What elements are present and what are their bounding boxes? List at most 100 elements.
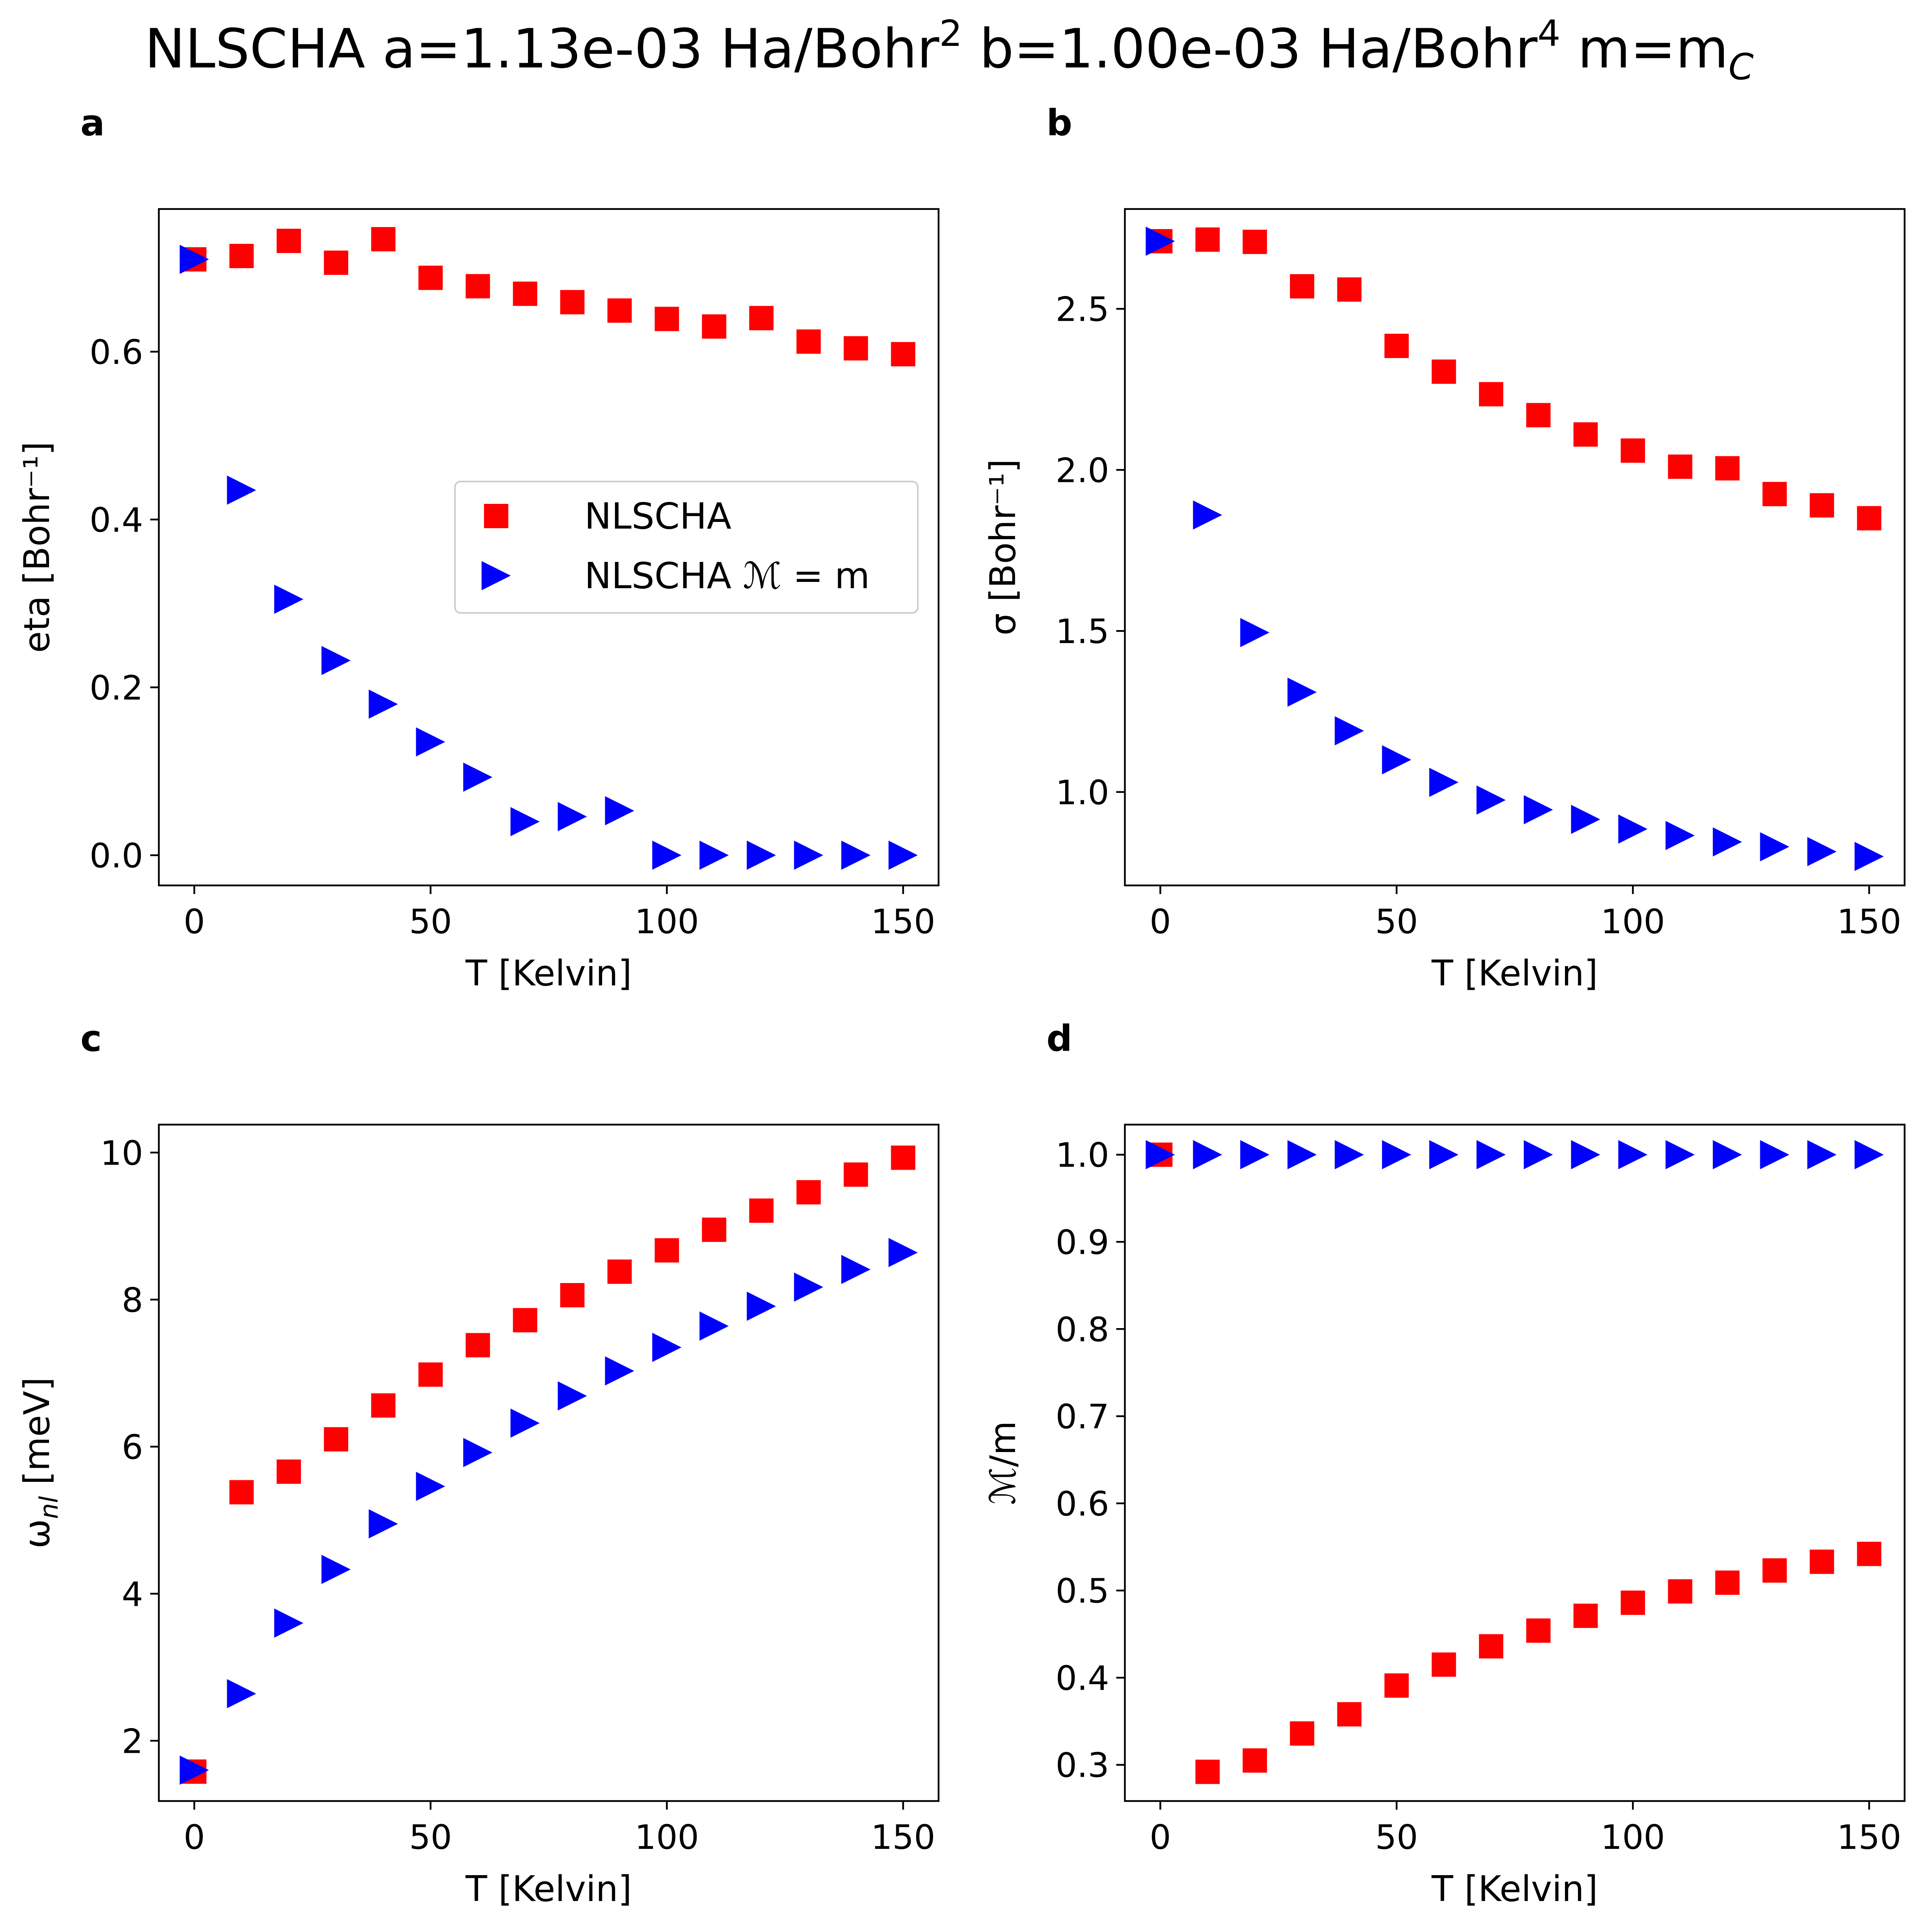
x-tick-label: 0 bbox=[1150, 1818, 1171, 1857]
data-point-square bbox=[1573, 422, 1598, 447]
data-point-triangle bbox=[180, 1756, 209, 1785]
data-point-square bbox=[1526, 403, 1551, 427]
data-point-triangle bbox=[1429, 1140, 1459, 1169]
y-axis-label: ℳ/m bbox=[983, 1421, 1024, 1505]
y-tick-label: 2.5 bbox=[1055, 290, 1109, 329]
data-point-square bbox=[796, 1180, 821, 1205]
panel-b: b 0 50 100 150 1.0 1.5 2.0 2.5 T [Kelvin] σ [Bohr⁻… bbox=[983, 102, 1906, 994]
x-tick-label: 100 bbox=[1601, 1818, 1665, 1857]
data-point-triangle bbox=[1712, 1140, 1742, 1169]
axes-frame bbox=[158, 1123, 940, 1802]
series-nlscha-m bbox=[1146, 1140, 1884, 1169]
data-point-triangle bbox=[1335, 1140, 1364, 1169]
data-point-square bbox=[1857, 1541, 1881, 1566]
data-point-square bbox=[324, 1427, 348, 1452]
data-point-triangle bbox=[369, 689, 398, 719]
data-point-triangle bbox=[1240, 1140, 1270, 1169]
data-point-triangle bbox=[746, 1291, 776, 1321]
data-point-square bbox=[560, 1283, 585, 1307]
data-point-triangle bbox=[274, 584, 304, 614]
data-point-square bbox=[796, 329, 821, 354]
data-point-square bbox=[1668, 1579, 1692, 1604]
x-axis-label: T [Kelvin] bbox=[465, 953, 632, 994]
y-axis-label: ωnl [meV] bbox=[16, 1377, 64, 1549]
data-point-triangle bbox=[699, 1311, 729, 1341]
x-tick-label: 50 bbox=[1375, 902, 1418, 941]
data-point-triangle bbox=[1665, 821, 1695, 850]
x-tick-label: 0 bbox=[1150, 902, 1171, 941]
y-tick-label: 1.0 bbox=[1055, 1136, 1109, 1175]
x-tick-label: 0 bbox=[184, 902, 205, 941]
y-tick-label: 6 bbox=[122, 1428, 143, 1467]
y-tick-label: 10 bbox=[100, 1134, 143, 1173]
data-point-triangle bbox=[1760, 832, 1789, 861]
data-point-square bbox=[1573, 1603, 1598, 1628]
data-point-square bbox=[1526, 1618, 1551, 1643]
data-point-square bbox=[1337, 1702, 1362, 1727]
data-point-triangle bbox=[227, 1679, 257, 1708]
data-point-triangle bbox=[558, 802, 587, 831]
data-point-triangle bbox=[1571, 805, 1600, 834]
data-point-triangle bbox=[1382, 1140, 1411, 1169]
series-nlscha-m bbox=[180, 1238, 918, 1785]
data-point-triangle bbox=[1854, 1140, 1884, 1169]
panel-a: a 0 50 100 150 0.0 0.2 0.4 0.6 T [Kelvin] eta [Boh… bbox=[16, 102, 940, 994]
y-tick-label: 0.9 bbox=[1055, 1223, 1109, 1262]
data-point-square bbox=[324, 250, 348, 275]
x-tick-label: 100 bbox=[635, 1818, 699, 1857]
series-nlscha-m bbox=[1146, 226, 1884, 871]
data-point-triangle bbox=[841, 840, 871, 870]
y-tick-label: 0.7 bbox=[1055, 1398, 1109, 1437]
data-point-square bbox=[702, 1218, 726, 1242]
data-point-triangle bbox=[416, 1472, 445, 1501]
data-point-square bbox=[229, 1480, 254, 1505]
legend-entry-nlscha: NLSCHA bbox=[584, 495, 731, 537]
y-tick-label: 1.5 bbox=[1055, 612, 1109, 651]
data-point-square bbox=[1715, 1570, 1740, 1595]
legend-square-marker bbox=[484, 504, 508, 528]
axes-frame bbox=[1124, 1123, 1906, 1802]
y-axis-label: σ [Bohr⁻¹] bbox=[983, 459, 1024, 635]
data-point-triangle bbox=[1240, 618, 1270, 647]
data-point-triangle bbox=[605, 1356, 634, 1386]
data-point-square bbox=[1762, 482, 1787, 506]
data-point-square bbox=[655, 307, 679, 331]
y-tick-label: 0.5 bbox=[1055, 1572, 1109, 1611]
data-point-square bbox=[1384, 334, 1409, 358]
panel-letter: d bbox=[1046, 1018, 1072, 1060]
data-point-square bbox=[702, 314, 726, 339]
data-point-triangle bbox=[699, 840, 729, 870]
data-point-square bbox=[513, 1308, 537, 1332]
data-point-triangle bbox=[1476, 1140, 1506, 1169]
data-point-triangle bbox=[1146, 226, 1175, 256]
data-point-square bbox=[891, 342, 915, 367]
data-point-triangle bbox=[1854, 842, 1884, 871]
data-point-triangle bbox=[1760, 1140, 1789, 1169]
data-point-square bbox=[1621, 1590, 1645, 1615]
data-point-triangle bbox=[652, 840, 682, 870]
x-tick-label: 50 bbox=[409, 902, 452, 941]
data-point-triangle bbox=[1287, 677, 1317, 707]
data-point-triangle bbox=[1382, 745, 1411, 774]
data-point-square bbox=[371, 1393, 396, 1418]
data-point-square bbox=[418, 1362, 443, 1387]
y-axis-label: eta [Bohr⁻¹] bbox=[16, 442, 58, 653]
x-tick-label: 150 bbox=[1837, 1818, 1901, 1857]
data-point-square bbox=[1243, 1748, 1267, 1773]
data-point-square bbox=[229, 244, 254, 268]
data-point-triangle bbox=[1807, 837, 1837, 866]
data-point-square bbox=[1668, 454, 1692, 479]
data-point-square bbox=[749, 1198, 774, 1223]
data-point-square bbox=[844, 336, 868, 361]
data-point-square bbox=[1290, 274, 1314, 299]
panel-c: c 0 50 100 150 2 4 6 8 10 T [Kelvin] ωnl [meV] bbox=[16, 1018, 940, 1910]
legend-entry-nlscha-m: NLSCHA ℳ = m bbox=[584, 555, 870, 597]
y-tick-label: 0.6 bbox=[89, 333, 143, 372]
data-point-triangle bbox=[1524, 795, 1553, 825]
data-point-triangle bbox=[1287, 1140, 1317, 1169]
data-point-square bbox=[1479, 382, 1503, 407]
data-point-triangle bbox=[321, 646, 351, 675]
data-point-triangle bbox=[1193, 500, 1223, 530]
series-nlscha bbox=[1148, 227, 1881, 531]
